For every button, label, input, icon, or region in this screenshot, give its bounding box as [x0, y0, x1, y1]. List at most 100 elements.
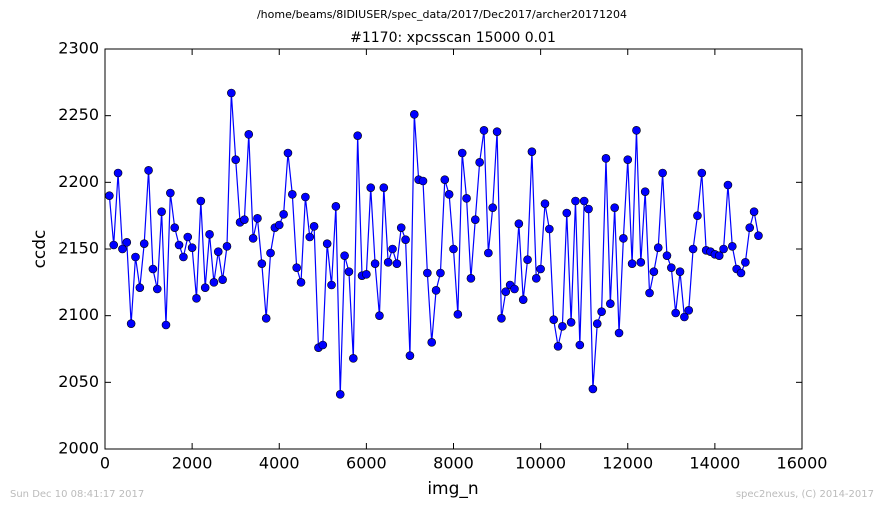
x-tick-label: 14000: [689, 454, 740, 473]
data-point: [427, 338, 437, 347]
data-point: [174, 240, 184, 250]
data-point: [248, 234, 258, 243]
data-point: [649, 267, 659, 276]
data-point: [296, 278, 306, 287]
data-point: [562, 208, 572, 218]
data-point: [619, 234, 628, 243]
data-point: [727, 242, 737, 251]
data-point: [179, 252, 188, 262]
data-point: [131, 252, 140, 262]
data-point: [139, 239, 149, 248]
data-point: [423, 268, 432, 278]
data-point: [475, 158, 484, 167]
y-tick-label: 2000: [58, 439, 99, 458]
data-point: [253, 214, 262, 223]
data-point: [466, 274, 476, 283]
data-point: [231, 155, 240, 164]
data-point: [610, 203, 619, 212]
data-point: [383, 258, 393, 267]
data-point: [645, 288, 654, 298]
data-point: [571, 196, 580, 206]
data-point: [196, 196, 206, 206]
data-point: [349, 354, 358, 363]
data-point: [462, 194, 471, 203]
data-point: [545, 224, 554, 234]
data-point: [222, 242, 232, 251]
data-point: [292, 263, 301, 272]
data-point: [436, 268, 445, 278]
data-point: [523, 255, 532, 264]
data-point: [527, 147, 537, 156]
data-point: [497, 314, 506, 323]
data-point: [697, 168, 707, 178]
data-point: [444, 190, 454, 199]
footer-date: Sun Dec 10 08:41:17 2017: [10, 489, 144, 500]
data-point: [392, 259, 402, 268]
data-line: [108, 92, 760, 395]
y-tick-label: 2300: [58, 39, 99, 58]
data-point: [658, 168, 667, 178]
data-point: [614, 328, 624, 338]
x-tick-label: 12000: [602, 454, 653, 473]
y-tick-label: 2050: [58, 372, 99, 391]
data-point: [205, 230, 214, 239]
data-point: [601, 154, 611, 163]
data-point: [105, 191, 114, 200]
suptitle: /home/beams/8IDIUSER/spec_data/2017/Dec2…: [257, 8, 627, 21]
chart-title: #1170: xpcsscan 15000 0.01: [350, 30, 556, 46]
data-point: [492, 127, 502, 136]
x-tick-label: 8000: [433, 454, 474, 473]
x-axis-label: img_n: [427, 479, 478, 499]
data-point: [288, 190, 297, 199]
data-point: [240, 215, 249, 224]
data-point: [157, 207, 166, 216]
data-point: [662, 251, 672, 260]
data-point: [518, 295, 528, 304]
data-point: [741, 258, 750, 267]
data-point: [584, 204, 593, 214]
data-point: [540, 199, 550, 208]
data-point: [379, 183, 389, 192]
data-point: [362, 270, 371, 279]
data-point: [218, 275, 227, 284]
data-point: [680, 312, 689, 322]
data-point: [470, 215, 480, 224]
data-point: [719, 244, 728, 254]
data-point: [335, 390, 345, 399]
data-point: [632, 126, 641, 135]
data-point: [344, 267, 354, 276]
data-point: [536, 264, 545, 274]
data-point: [152, 284, 162, 294]
data-point: [375, 311, 384, 320]
y-tick-label: 2100: [58, 305, 99, 324]
data-point: [597, 307, 606, 316]
data-point: [279, 210, 288, 219]
data-point: [135, 283, 145, 292]
data-point: [396, 223, 406, 232]
data-point: [510, 284, 519, 294]
data-point: [588, 384, 598, 394]
data-point: [693, 211, 702, 220]
data-point: [653, 243, 663, 252]
data-point: [183, 232, 193, 242]
footer-credit: spec2nexus, (C) 2014-2017: [736, 489, 874, 500]
data-point: [144, 166, 153, 175]
data-point: [353, 131, 362, 140]
data-point: [209, 278, 219, 287]
data-point: [749, 207, 759, 216]
data-point: [431, 286, 441, 295]
data-point: [122, 238, 132, 247]
data-point: [318, 340, 328, 350]
x-tick-label: 16000: [777, 454, 828, 473]
data-point: [514, 219, 524, 228]
data-point: [170, 223, 179, 232]
data-point: [213, 247, 223, 256]
data-point: [200, 283, 210, 292]
data-point: [671, 308, 680, 318]
data-point: [261, 314, 271, 323]
data-point: [418, 176, 428, 186]
data-point: [566, 318, 576, 327]
data-point: [484, 248, 493, 258]
data-point: [627, 259, 637, 268]
data-point: [305, 232, 315, 242]
